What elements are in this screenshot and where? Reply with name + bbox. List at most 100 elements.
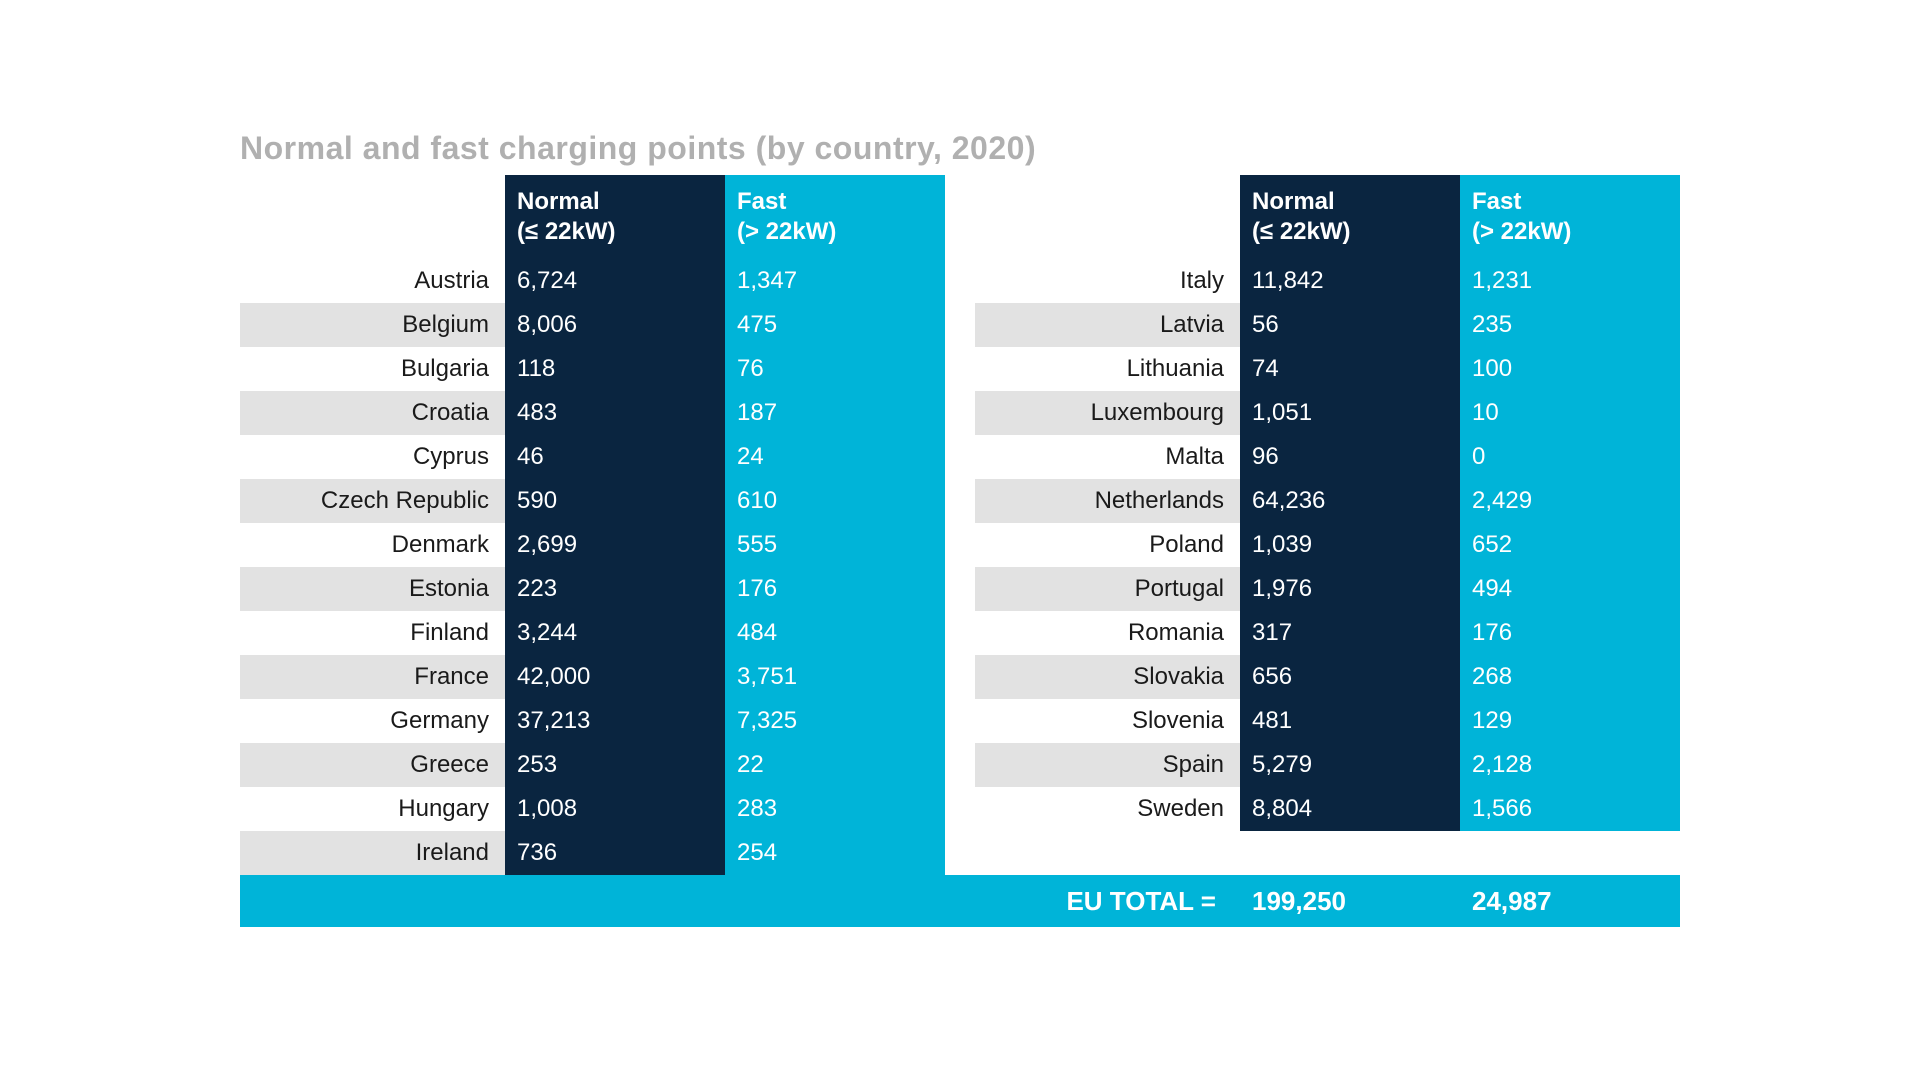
cell-country: Hungary <box>240 787 505 831</box>
cell-fast: 0 <box>1460 435 1680 479</box>
table-row: Ireland736254 <box>240 831 945 875</box>
cell-fast: 24 <box>725 435 945 479</box>
cell-fast: 3,751 <box>725 655 945 699</box>
table-row: Lithuania74100 <box>975 347 1680 391</box>
cell-normal: 1,976 <box>1240 567 1460 611</box>
cell-country: Cyprus <box>240 435 505 479</box>
table-row: Belgium8,006475 <box>240 303 945 347</box>
cell-country: Portugal <box>975 567 1240 611</box>
cell-normal: 74 <box>1240 347 1460 391</box>
cell-country: Luxembourg <box>975 391 1240 435</box>
cell-fast: 1,231 <box>1460 259 1680 303</box>
cell-fast: 652 <box>1460 523 1680 567</box>
cell-normal: 1,039 <box>1240 523 1460 567</box>
cell-country: Finland <box>240 611 505 655</box>
cell-normal: 223 <box>505 567 725 611</box>
header-country <box>240 175 505 259</box>
cell-normal: 37,213 <box>505 699 725 743</box>
table-row: Spain5,2792,128 <box>975 743 1680 787</box>
table-row: Cyprus4624 <box>240 435 945 479</box>
cell-fast: 1,347 <box>725 259 945 303</box>
header-country <box>975 175 1240 259</box>
cell-country: Estonia <box>240 567 505 611</box>
cell-fast: 494 <box>1460 567 1680 611</box>
cell-fast: 76 <box>725 347 945 391</box>
cell-normal: 8,804 <box>1240 787 1460 831</box>
cell-country: Austria <box>240 259 505 303</box>
cell-fast: 22 <box>725 743 945 787</box>
cell-country: Germany <box>240 699 505 743</box>
table-row: Croatia483187 <box>240 391 945 435</box>
cell-fast: 268 <box>1460 655 1680 699</box>
table-row: Malta960 <box>975 435 1680 479</box>
cell-fast: 475 <box>725 303 945 347</box>
table-row: Luxembourg1,05110 <box>975 391 1680 435</box>
header-normal-line2: (≤ 22kW) <box>1252 218 1351 245</box>
cell-country: Malta <box>975 435 1240 479</box>
table-row: Netherlands64,2362,429 <box>975 479 1680 523</box>
table-row: Poland1,039652 <box>975 523 1680 567</box>
header-fast-line1: Fast <box>737 188 786 215</box>
cell-country: Ireland <box>240 831 505 875</box>
cell-normal: 590 <box>505 479 725 523</box>
header-fast: Fast (> 22kW) <box>725 175 945 259</box>
cell-country: Poland <box>975 523 1240 567</box>
cell-normal: 1,051 <box>1240 391 1460 435</box>
table-row: France42,0003,751 <box>240 655 945 699</box>
table-row: Estonia223176 <box>240 567 945 611</box>
cell-normal: 8,006 <box>505 303 725 347</box>
cell-country: Greece <box>240 743 505 787</box>
cell-country: Belgium <box>240 303 505 347</box>
cell-country: Croatia <box>240 391 505 435</box>
left-table-wrapper: Normal (≤ 22kW) Fast (> 22kW) Austria6,7… <box>240 175 945 875</box>
cell-fast: 176 <box>1460 611 1680 655</box>
cell-fast: 2,128 <box>1460 743 1680 787</box>
figure-title: Normal and fast charging points (by coun… <box>240 130 1680 167</box>
table-row: Hungary1,008283 <box>240 787 945 831</box>
cell-fast: 176 <box>725 567 945 611</box>
cell-normal: 253 <box>505 743 725 787</box>
eu-total-bar: EU TOTAL = 199,250 24,987 <box>240 875 1680 927</box>
charging-points-figure: Normal and fast charging points (by coun… <box>160 90 1760 990</box>
cell-fast: 283 <box>725 787 945 831</box>
header-normal-line2: (≤ 22kW) <box>517 218 616 245</box>
cell-country: France <box>240 655 505 699</box>
table-row: Germany37,2137,325 <box>240 699 945 743</box>
table-row: Greece25322 <box>240 743 945 787</box>
cell-normal: 5,279 <box>1240 743 1460 787</box>
header-fast-line1: Fast <box>1472 188 1521 215</box>
cell-normal: 2,699 <box>505 523 725 567</box>
cell-country: Lithuania <box>975 347 1240 391</box>
cell-normal: 46 <box>505 435 725 479</box>
cell-fast: 555 <box>725 523 945 567</box>
header-normal-line1: Normal <box>1252 188 1335 215</box>
cell-country: Slovakia <box>975 655 1240 699</box>
cell-normal: 481 <box>1240 699 1460 743</box>
cell-normal: 64,236 <box>1240 479 1460 523</box>
tables-container: Normal (≤ 22kW) Fast (> 22kW) Austria6,7… <box>240 175 1680 875</box>
header-normal: Normal (≤ 22kW) <box>505 175 725 259</box>
cell-country: Czech Republic <box>240 479 505 523</box>
cell-fast: 254 <box>725 831 945 875</box>
eu-total-label: EU TOTAL = <box>1000 886 1240 917</box>
table-row: Sweden8,8041,566 <box>975 787 1680 831</box>
cell-normal: 1,008 <box>505 787 725 831</box>
cell-fast: 235 <box>1460 303 1680 347</box>
cell-fast: 10 <box>1460 391 1680 435</box>
cell-normal: 42,000 <box>505 655 725 699</box>
cell-fast: 129 <box>1460 699 1680 743</box>
table-row: Czech Republic590610 <box>240 479 945 523</box>
header-row: Normal (≤ 22kW) Fast (> 22kW) <box>975 175 1680 259</box>
cell-fast: 610 <box>725 479 945 523</box>
cell-country: Slovenia <box>975 699 1240 743</box>
cell-country: Bulgaria <box>240 347 505 391</box>
left-table: Normal (≤ 22kW) Fast (> 22kW) Austria6,7… <box>240 175 945 875</box>
header-row: Normal (≤ 22kW) Fast (> 22kW) <box>240 175 945 259</box>
cell-normal: 317 <box>1240 611 1460 655</box>
table-row: Austria6,7241,347 <box>240 259 945 303</box>
cell-country: Sweden <box>975 787 1240 831</box>
cell-fast: 187 <box>725 391 945 435</box>
cell-fast: 7,325 <box>725 699 945 743</box>
right-table-wrapper: Normal (≤ 22kW) Fast (> 22kW) Italy11,84… <box>975 175 1680 875</box>
header-fast-line2: (> 22kW) <box>1472 218 1571 245</box>
